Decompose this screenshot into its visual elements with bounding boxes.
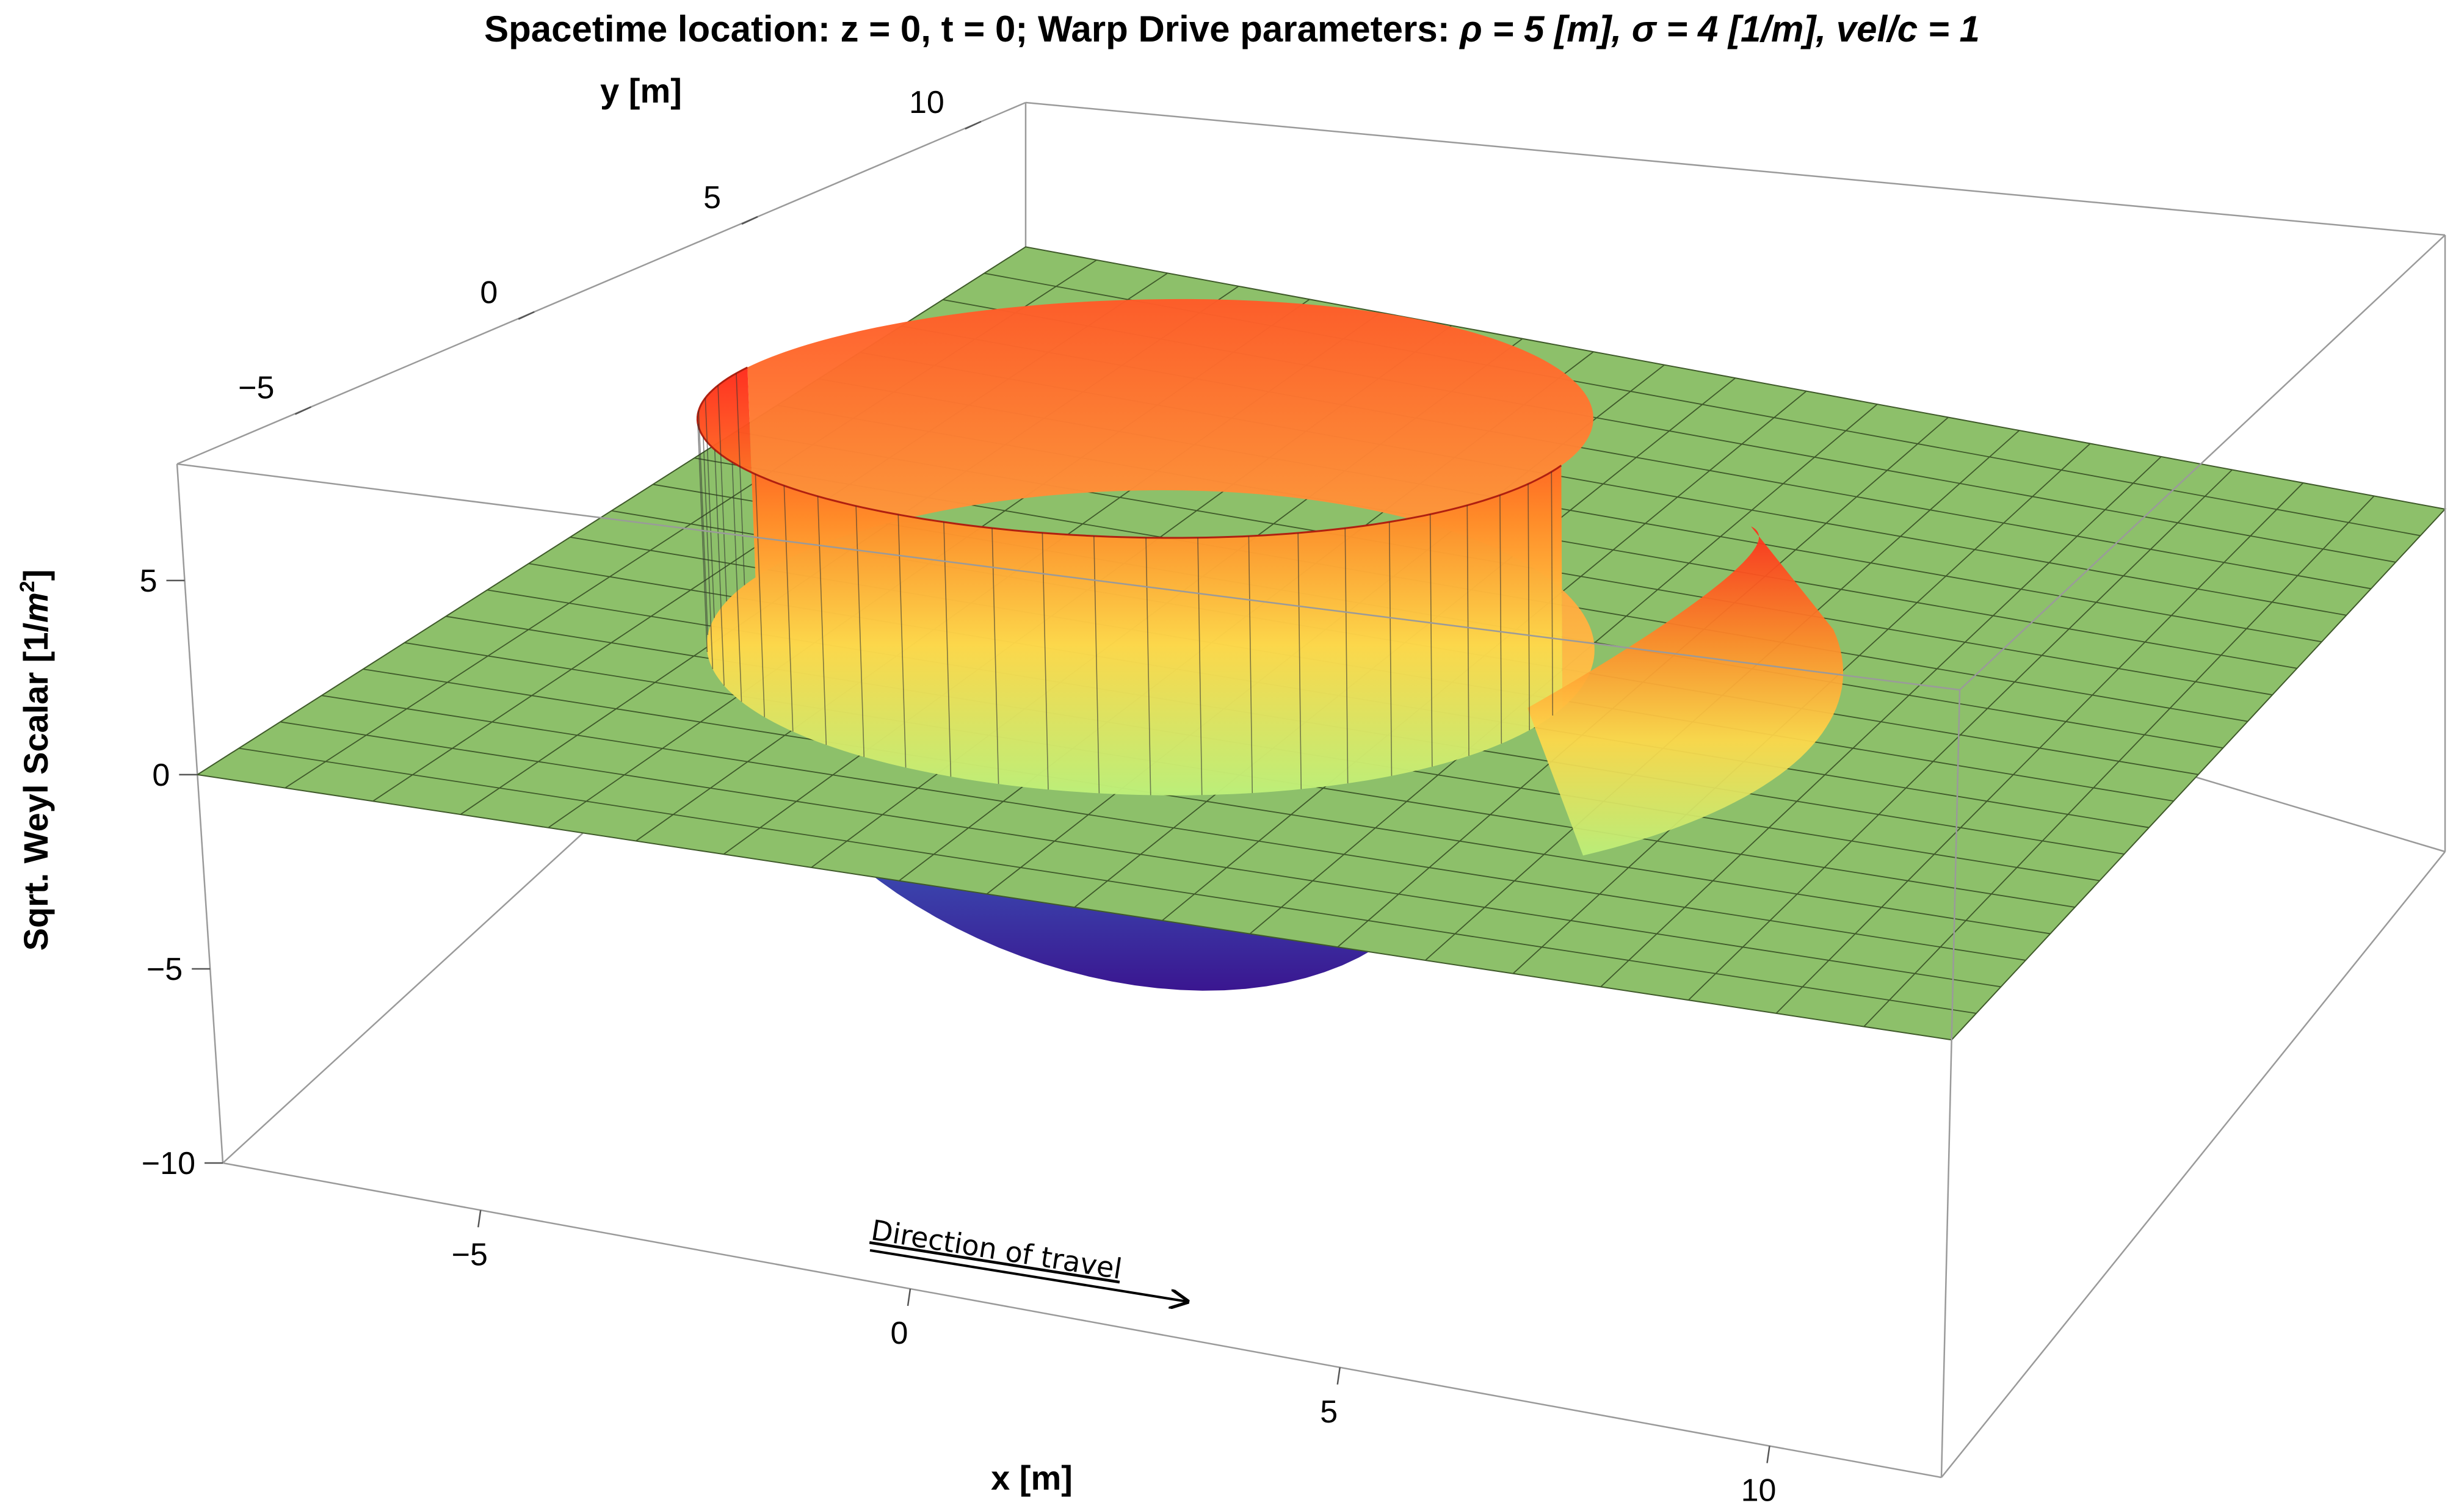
- ring-mesh-line: [1297, 532, 1302, 789]
- ring-mesh-line: [1093, 535, 1100, 794]
- y-tick-mark: [965, 121, 982, 130]
- box-edge-back-2: [176, 101, 1026, 465]
- ring-wall-surface: [696, 299, 1843, 856]
- z-tick-label: −5: [147, 952, 183, 987]
- z-tick-label: 0: [152, 758, 170, 793]
- x-tick-label: 10: [1741, 1473, 1777, 1509]
- ring-mesh-line: [1197, 537, 1203, 795]
- ring-trailing-lobe: [1527, 526, 1843, 856]
- ring-mesh-line: [714, 449, 725, 686]
- z-axis-label: Sqrt. Weyl Scalar [1/m2]: [16, 570, 55, 951]
- ring-mesh-line: [897, 514, 907, 768]
- x-tick-mark: [1336, 1367, 1341, 1385]
- ring-mesh-line: [1551, 471, 1554, 716]
- ring-mesh-line: [1429, 514, 1433, 767]
- box-edge-front-3: [1959, 234, 2446, 690]
- ring-mesh-line: [817, 496, 827, 745]
- title-param-rho: ρ = 5 [m],: [1458, 9, 1631, 49]
- ring-mesh-line: [1527, 484, 1531, 730]
- ring-mesh-line: [991, 528, 999, 784]
- ring-back-face: [747, 299, 1595, 708]
- ring-mesh-line: [855, 505, 865, 757]
- x-tick-mark: [1766, 1446, 1770, 1463]
- x-tick-label: 0: [891, 1316, 908, 1351]
- y-axis-label: y [m]: [600, 71, 682, 110]
- ring-mesh-line: [1248, 536, 1253, 794]
- ring-mesh-line: [783, 485, 794, 732]
- box-edge-back-3: [1025, 101, 2446, 236]
- x-tick-label: 5: [1320, 1394, 1338, 1430]
- chart-title: Spacetime location: z = 0, t = 0; Warp D…: [484, 9, 1980, 49]
- direction-of-travel-label: Direction of travel: [869, 1214, 1124, 1286]
- ring-mesh-line: [943, 522, 952, 777]
- ring-mesh-line: [705, 397, 715, 618]
- ring-mesh-line: [1042, 532, 1049, 790]
- ring-mesh-line: [736, 373, 745, 585]
- ring-mesh-line: [1388, 521, 1393, 776]
- plane-grid-x: [1863, 495, 2375, 1027]
- ring-mesh-line: [1145, 537, 1151, 795]
- x-tick-mark: [907, 1288, 911, 1306]
- z-axis-label-close: ]: [16, 570, 55, 581]
- svg-text:Sqrt. Weyl Scalar [1/m2]: Sqrt. Weyl Scalar [1/m2]: [16, 570, 55, 951]
- box-edge-back-5: [176, 463, 224, 1164]
- ring-mesh-line: [703, 437, 714, 669]
- axis-ticks: −5 0 5 10 −5 0 5 10 −10 −5 0 5: [140, 85, 1777, 1508]
- bounding-box-front: [176, 234, 2446, 1479]
- y-tick-mark: [518, 311, 535, 320]
- x-axis-label: x [m]: [991, 1458, 1073, 1497]
- box-edge-front-1: [1941, 851, 2446, 1478]
- y-tick-mark: [294, 406, 311, 415]
- plane-grid-x: [1775, 482, 2304, 1014]
- direction-annotation: Direction of travel: [869, 1214, 1187, 1302]
- z-axis-label-unit: m: [16, 592, 55, 623]
- ring-mesh-line: [697, 424, 708, 653]
- z-axis-label-exp: 2: [16, 581, 39, 592]
- y-tick-label: −5: [238, 371, 274, 406]
- ring-front-face: [697, 367, 1563, 795]
- title-prefix: Spacetime location: z = 0, t = 0; Warp D…: [484, 9, 1460, 49]
- direction-arrow: [869, 1249, 1187, 1302]
- box-edge-front-2: [176, 463, 1960, 691]
- plane-grid-x: [1688, 469, 2233, 1001]
- y-tick-label: 5: [703, 180, 721, 216]
- title-param-sigma: σ = 4 [1/m], vel/c = 1: [1632, 9, 1980, 49]
- z-axis-label-main: Sqrt. Weyl Scalar [1/: [16, 623, 55, 951]
- ring-mesh-line: [698, 410, 709, 636]
- ring-mesh-line: [1344, 528, 1349, 784]
- x-tick-mark: [477, 1210, 482, 1228]
- y-tick-label: 0: [480, 275, 498, 311]
- box-edge-front-4: [1940, 689, 1961, 1478]
- ring-mesh-line: [717, 385, 728, 601]
- plane-grid-x: [1600, 456, 2162, 988]
- ring-mesh-line: [1466, 505, 1469, 756]
- ring-mesh-line: [1499, 495, 1502, 744]
- box-edge-front-0: [222, 1162, 1942, 1479]
- x-tick-label: −5: [452, 1237, 488, 1272]
- y-tick-label: 10: [909, 85, 944, 120]
- z-tick-label: −10: [142, 1146, 195, 1181]
- ring-mesh-line: [731, 462, 742, 702]
- ring-mesh-line: [755, 474, 766, 717]
- z-tick-label: 5: [140, 563, 158, 599]
- y-tick-mark: [741, 216, 758, 225]
